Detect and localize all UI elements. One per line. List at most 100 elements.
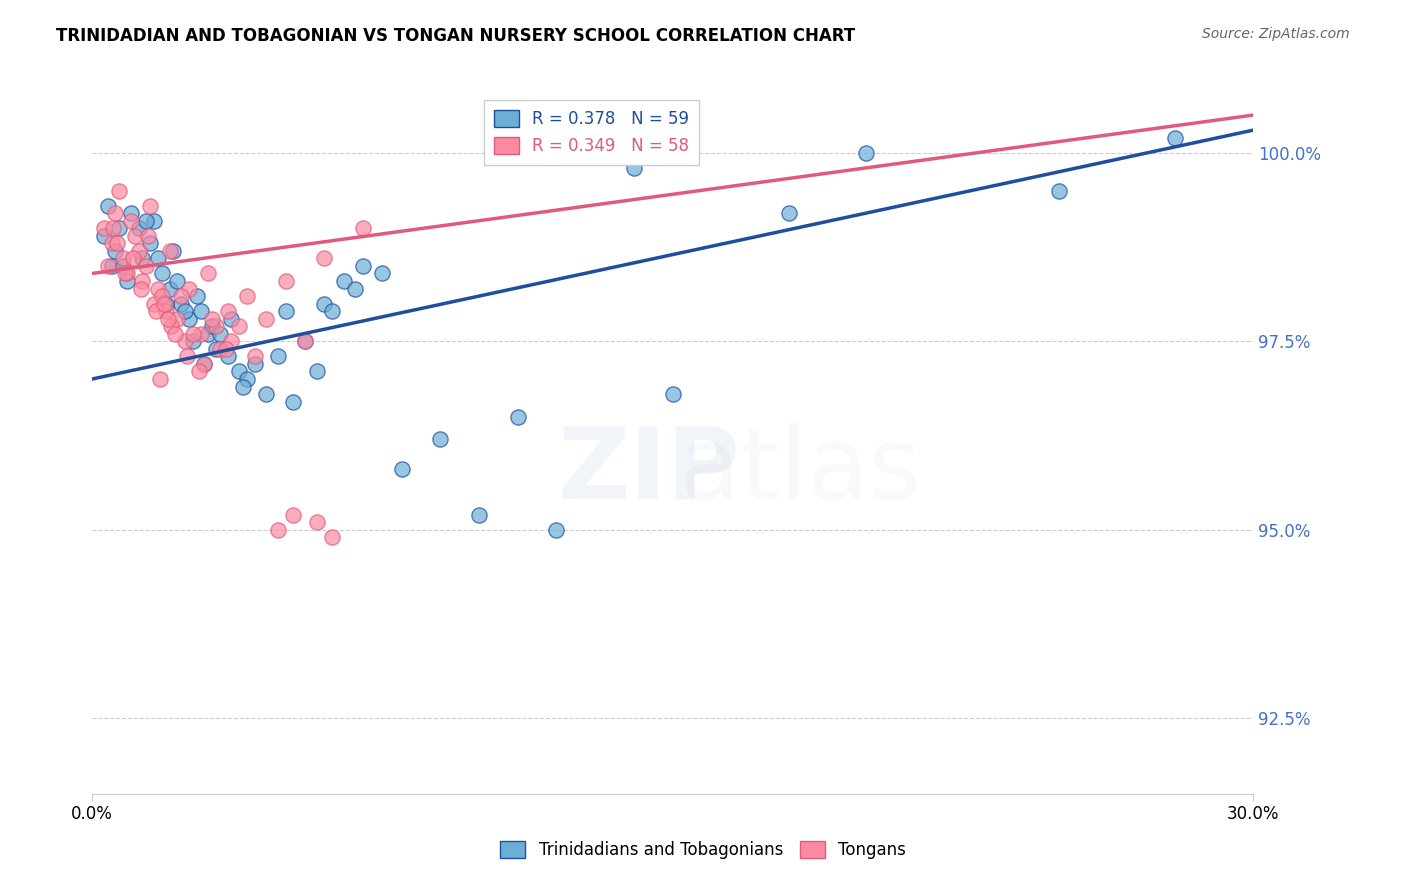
Point bbox=[1164, 130, 1187, 145]
Point bbox=[112, 252, 135, 266]
Point bbox=[661, 387, 683, 401]
Point bbox=[232, 379, 254, 393]
Point bbox=[221, 311, 243, 326]
Legend: Trinidadians and Tobagonians, Tongans: Trinidadians and Tobagonians, Tongans bbox=[494, 834, 912, 866]
Point bbox=[159, 281, 181, 295]
Point bbox=[97, 259, 120, 273]
Point bbox=[197, 267, 219, 281]
Point bbox=[371, 267, 394, 281]
Point bbox=[214, 342, 236, 356]
Point bbox=[166, 274, 188, 288]
Point bbox=[321, 304, 343, 318]
Point bbox=[146, 252, 169, 266]
Point bbox=[314, 252, 336, 266]
Point bbox=[546, 523, 568, 537]
Point bbox=[391, 462, 413, 476]
Point bbox=[135, 259, 157, 273]
Point bbox=[228, 319, 250, 334]
Point bbox=[236, 372, 259, 386]
Point bbox=[186, 289, 208, 303]
Point bbox=[114, 267, 136, 281]
Point bbox=[143, 296, 166, 310]
Point bbox=[139, 236, 162, 251]
Point bbox=[145, 304, 167, 318]
Point bbox=[294, 334, 316, 349]
Point bbox=[201, 311, 224, 326]
Point bbox=[429, 433, 451, 447]
Point bbox=[267, 523, 290, 537]
Point bbox=[124, 228, 146, 243]
Point bbox=[274, 274, 297, 288]
Text: ZIP: ZIP bbox=[558, 423, 741, 520]
Point bbox=[193, 357, 215, 371]
Point bbox=[205, 319, 228, 334]
Point bbox=[305, 515, 328, 529]
Point bbox=[155, 304, 177, 318]
Point bbox=[139, 199, 162, 213]
Point bbox=[120, 213, 142, 227]
Point bbox=[181, 326, 204, 341]
Point bbox=[208, 342, 231, 356]
Point bbox=[506, 409, 529, 424]
Point bbox=[267, 350, 290, 364]
Point bbox=[112, 259, 135, 273]
Point bbox=[131, 274, 153, 288]
Point bbox=[623, 161, 645, 175]
Point bbox=[100, 259, 122, 273]
Point bbox=[128, 244, 150, 258]
Point bbox=[205, 342, 228, 356]
Point bbox=[121, 252, 143, 266]
Point bbox=[352, 221, 374, 235]
Point bbox=[254, 387, 277, 401]
Point bbox=[128, 221, 150, 235]
Point bbox=[243, 357, 266, 371]
Point bbox=[108, 184, 131, 198]
Point bbox=[201, 319, 224, 334]
Text: atlas: atlas bbox=[679, 423, 921, 520]
Point bbox=[146, 281, 169, 295]
Point bbox=[1047, 184, 1070, 198]
Point bbox=[344, 281, 367, 295]
Point bbox=[131, 252, 153, 266]
Point bbox=[150, 289, 173, 303]
Point bbox=[208, 326, 231, 341]
Point bbox=[254, 311, 277, 326]
Point bbox=[778, 206, 800, 220]
Point bbox=[166, 311, 188, 326]
Point bbox=[352, 259, 374, 273]
Point bbox=[143, 213, 166, 227]
Point bbox=[305, 364, 328, 378]
Point bbox=[177, 311, 200, 326]
Point bbox=[217, 304, 239, 318]
Point bbox=[135, 213, 157, 227]
Point bbox=[150, 267, 173, 281]
Point bbox=[93, 221, 115, 235]
Point bbox=[855, 145, 877, 160]
Point bbox=[174, 334, 197, 349]
Point bbox=[155, 296, 177, 310]
Point bbox=[136, 228, 159, 243]
Point bbox=[159, 244, 181, 258]
Point bbox=[156, 311, 179, 326]
Point bbox=[243, 350, 266, 364]
Point bbox=[332, 274, 354, 288]
Point bbox=[108, 221, 131, 235]
Point bbox=[294, 334, 316, 349]
Point bbox=[115, 274, 138, 288]
Point bbox=[197, 326, 219, 341]
Point bbox=[160, 319, 183, 334]
Text: TRINIDADIAN AND TOBAGONIAN VS TONGAN NURSERY SCHOOL CORRELATION CHART: TRINIDADIAN AND TOBAGONIAN VS TONGAN NUR… bbox=[56, 27, 855, 45]
Point bbox=[104, 206, 127, 220]
Point bbox=[174, 304, 197, 318]
Point bbox=[93, 228, 115, 243]
Point bbox=[97, 199, 120, 213]
Point bbox=[170, 289, 193, 303]
Point bbox=[314, 296, 336, 310]
Point bbox=[129, 281, 152, 295]
Point bbox=[193, 357, 215, 371]
Point bbox=[187, 364, 209, 378]
Point bbox=[152, 296, 174, 310]
Legend: R = 0.378   N = 59, R = 0.349   N = 58: R = 0.378 N = 59, R = 0.349 N = 58 bbox=[484, 100, 699, 165]
Point bbox=[321, 530, 343, 544]
Text: Source: ZipAtlas.com: Source: ZipAtlas.com bbox=[1202, 27, 1350, 41]
